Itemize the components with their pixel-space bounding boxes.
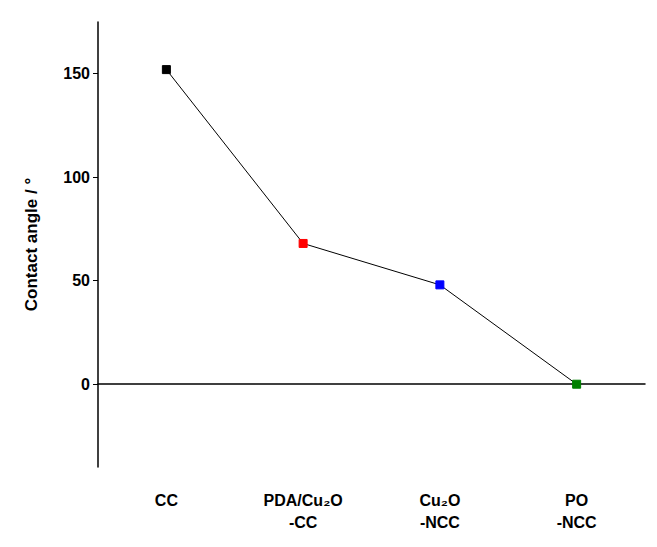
svg-text:PO: PO bbox=[565, 492, 588, 509]
svg-text:CC: CC bbox=[155, 492, 179, 509]
svg-text:-NCC: -NCC bbox=[557, 514, 597, 531]
svg-text:50: 50 bbox=[72, 272, 90, 289]
svg-text:150: 150 bbox=[63, 65, 90, 82]
svg-text:-NCC: -NCC bbox=[420, 514, 460, 531]
svg-text:PDA/Cu₂O: PDA/Cu₂O bbox=[264, 492, 343, 509]
svg-text:0: 0 bbox=[81, 376, 90, 393]
svg-text:-CC: -CC bbox=[289, 514, 318, 531]
svg-text:Contact angle / °: Contact angle / ° bbox=[22, 178, 41, 312]
svg-text:100: 100 bbox=[63, 169, 90, 186]
svg-text:Cu₂O: Cu₂O bbox=[419, 492, 460, 509]
